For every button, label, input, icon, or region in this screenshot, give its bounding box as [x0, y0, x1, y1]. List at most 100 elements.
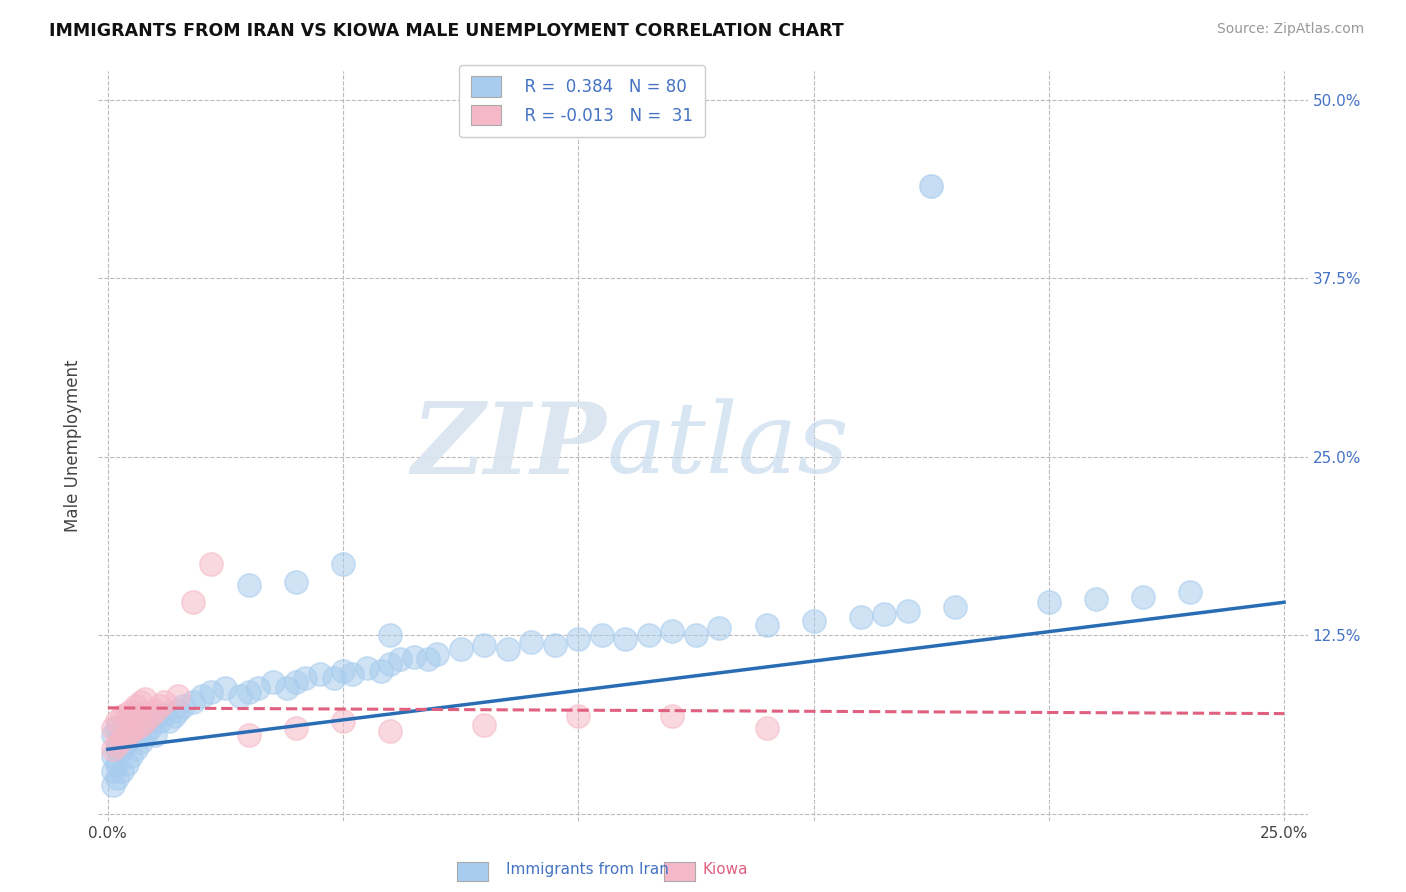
Point [125, 699, 148, 714]
Point [111, 732, 134, 747]
Point [143, 728, 166, 742]
Point [111, 709, 134, 723]
Point [105, 756, 128, 771]
Point [181, 595, 204, 609]
Point [181, 695, 204, 709]
Point [115, 756, 138, 771]
Point [755, 618, 778, 632]
Point [370, 664, 392, 678]
Point [120, 749, 142, 764]
Point [472, 638, 495, 652]
Point [685, 628, 707, 642]
Point [120, 704, 142, 718]
Point [873, 607, 896, 621]
Point [111, 742, 134, 756]
Point [897, 604, 920, 618]
Point [101, 728, 124, 742]
Point [115, 714, 138, 728]
Legend:   R =  0.384   N = 80,   R = -0.013   N =  31: R = 0.384 N = 80, R = -0.013 N = 31 [460, 65, 704, 137]
Point [920, 178, 942, 193]
Point [849, 609, 872, 624]
Point [520, 635, 543, 649]
Text: Kiowa: Kiowa [703, 863, 748, 877]
Point [332, 557, 354, 571]
Point [101, 749, 124, 764]
Point [294, 671, 316, 685]
Point [332, 714, 354, 728]
Point [247, 681, 270, 695]
Point [101, 778, 124, 792]
Point [101, 742, 124, 756]
Point [101, 721, 124, 735]
Point [378, 657, 401, 671]
Text: atlas: atlas [606, 399, 849, 493]
Point [134, 728, 156, 742]
Point [153, 695, 176, 709]
Point [115, 735, 138, 749]
Point [661, 709, 683, 723]
Point [332, 664, 354, 678]
Point [143, 704, 166, 718]
Point [803, 614, 825, 628]
Point [322, 671, 344, 685]
Point [1084, 592, 1107, 607]
Point [238, 578, 260, 592]
Point [285, 721, 308, 735]
Point [111, 764, 134, 778]
Point [426, 647, 449, 661]
Point [378, 723, 401, 738]
Text: ZIP: ZIP [412, 398, 606, 494]
Point [661, 624, 683, 638]
Point [134, 714, 156, 728]
Point [125, 721, 148, 735]
Point [153, 706, 176, 721]
Point [172, 699, 194, 714]
Point [238, 728, 260, 742]
Point [125, 721, 148, 735]
Point [709, 621, 731, 635]
Point [567, 709, 589, 723]
Point [402, 649, 425, 664]
Point [129, 718, 152, 732]
Point [1132, 590, 1154, 604]
Point [111, 728, 134, 742]
Point [105, 771, 128, 785]
Point [416, 652, 439, 666]
Point [496, 642, 519, 657]
Point [472, 718, 495, 732]
Point [125, 742, 148, 756]
Point [120, 709, 142, 723]
Point [167, 704, 190, 718]
Point [214, 681, 236, 695]
Point [228, 690, 250, 704]
Point [120, 723, 142, 738]
Point [544, 638, 567, 652]
Point [143, 709, 166, 723]
Text: Source: ZipAtlas.com: Source: ZipAtlas.com [1216, 22, 1364, 37]
Point [129, 714, 152, 728]
Point [149, 714, 172, 728]
Point [139, 721, 162, 735]
Point [200, 557, 222, 571]
Point [105, 742, 128, 756]
Point [129, 735, 152, 749]
Point [129, 695, 152, 709]
Point [149, 699, 172, 714]
Point [1178, 585, 1201, 599]
Point [567, 632, 589, 647]
Point [134, 706, 156, 721]
Y-axis label: Male Unemployment: Male Unemployment [65, 359, 83, 533]
Point [285, 675, 308, 690]
Point [450, 642, 472, 657]
Point [105, 738, 128, 752]
Point [238, 685, 260, 699]
Point [115, 728, 138, 742]
Point [342, 666, 364, 681]
Text: IMMIGRANTS FROM IRAN VS KIOWA MALE UNEMPLOYMENT CORRELATION CHART: IMMIGRANTS FROM IRAN VS KIOWA MALE UNEMP… [49, 22, 844, 40]
Point [378, 628, 401, 642]
Point [163, 709, 186, 723]
Point [614, 632, 637, 647]
Point [167, 690, 190, 704]
Point [755, 721, 778, 735]
Point [200, 685, 222, 699]
